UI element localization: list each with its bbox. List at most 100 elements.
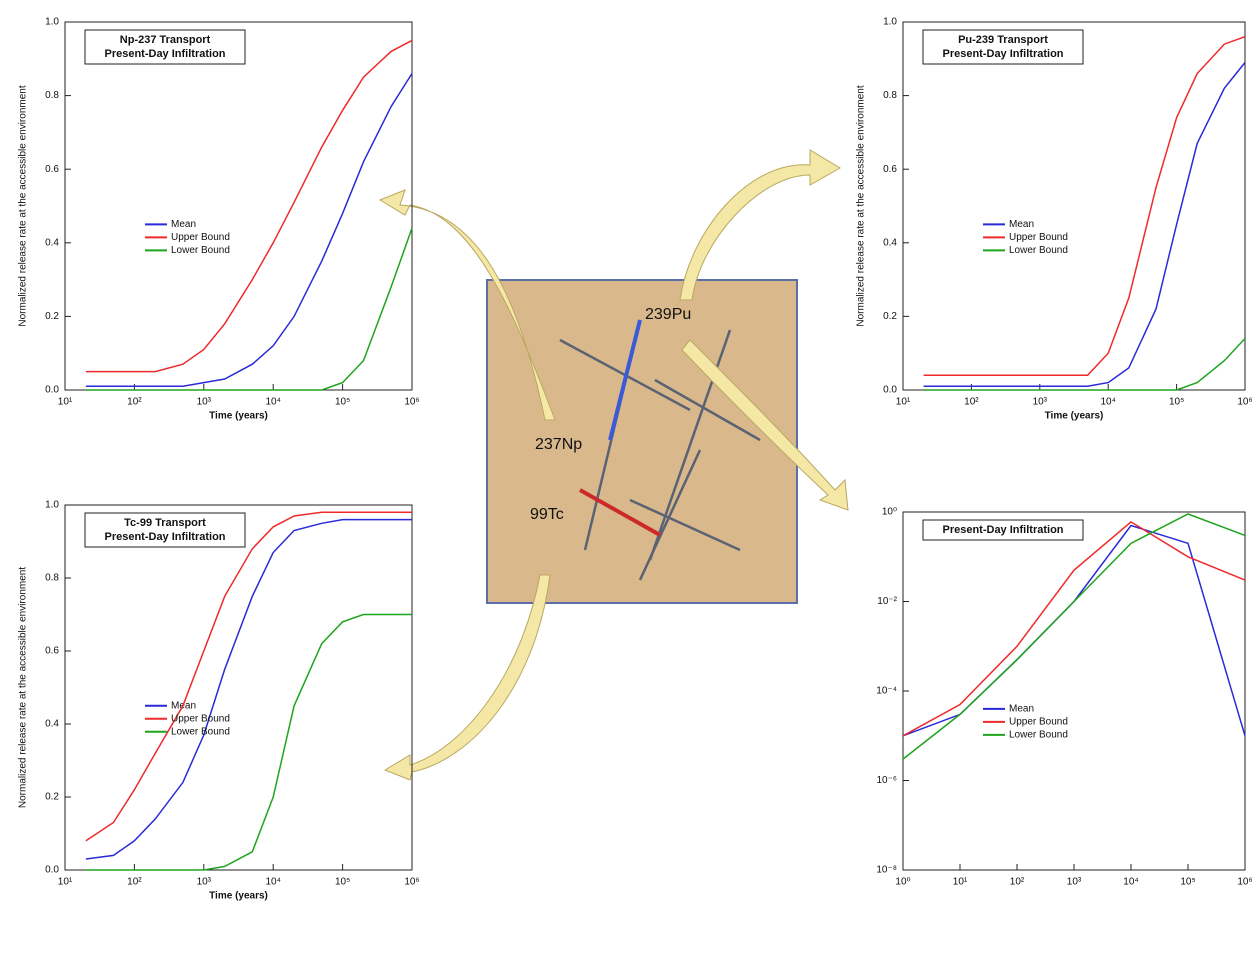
y-axis-label: Normalized release rate at the accessibl… <box>856 85 867 326</box>
legend-label: Mean <box>1009 704 1034 715</box>
title-box <box>84 512 246 548</box>
series-line <box>85 39 413 373</box>
y-tick-label: 10⁻⁴ <box>876 686 897 697</box>
series-line <box>923 35 1246 377</box>
title-box <box>922 29 1084 65</box>
x-tick-label: 10⁶ <box>1237 397 1252 408</box>
x-tick-label: 10¹ <box>58 877 73 888</box>
x-tick-label: 10⁶ <box>404 397 419 408</box>
series-line <box>85 613 412 871</box>
legend-label: Upper Bound <box>1009 232 1068 243</box>
plot-frame <box>64 504 413 871</box>
legend-label: Mean <box>1009 219 1034 230</box>
legend-label: Upper Bound <box>171 232 230 243</box>
arrows <box>378 149 849 781</box>
diagram-label: 237Np <box>535 436 582 453</box>
chart-title: Present-Day Infiltration <box>942 524 1063 536</box>
plot-frame <box>64 21 413 391</box>
x-tick-label: 10³ <box>1033 397 1048 408</box>
series-line <box>85 518 412 860</box>
chart-title: Np-237 Transport <box>120 34 211 46</box>
diagram-label: 239Pu <box>645 306 691 323</box>
x-tick-label: 10⁵ <box>1180 877 1195 888</box>
y-tick-label: 0.2 <box>45 792 59 803</box>
series-line <box>923 62 1246 388</box>
series-line <box>902 520 1246 737</box>
x-tick-label: 10⁵ <box>335 877 350 888</box>
x-tick-label: 10⁶ <box>1237 877 1252 888</box>
y-tick-label: 0.8 <box>883 90 897 101</box>
x-axis-label: Time (years) <box>209 411 268 422</box>
center-diagram: 239Pu 237Np 99Tc <box>486 279 798 604</box>
x-tick-label: 10⁵ <box>335 397 350 408</box>
x-tick-label: 10⁴ <box>265 397 280 408</box>
y-tick-label: 0.4 <box>883 237 897 248</box>
x-axis-label: Time (years) <box>1045 411 1104 422</box>
series-line <box>85 511 412 842</box>
x-tick-label: 10³ <box>1067 877 1082 888</box>
y-tick-label: 0.8 <box>45 90 59 101</box>
y-tick-label: 1.0 <box>45 500 59 511</box>
y-tick-label: 0.6 <box>45 164 59 175</box>
legend-label: Lower Bound <box>171 726 230 737</box>
chart: 0.0 0.2 0.4 0.6 0.8 1.0 10¹ 10² 10³ 10⁴ 10⁵ 10⁶ Time… <box>18 500 420 902</box>
y-tick-label: 0.2 <box>883 311 897 322</box>
series-line <box>902 513 1246 760</box>
y-tick-label: 10⁰ <box>882 507 897 518</box>
y-tick-label: 0.4 <box>45 719 59 730</box>
y-tick-label: 0.6 <box>45 646 59 657</box>
x-axis-label: Time (years) <box>209 891 268 902</box>
x-tick-label: 10² <box>127 877 142 888</box>
x-tick-label: 10² <box>964 397 979 408</box>
chart: 10⁻⁸ 10⁻⁶ 10⁻⁴ 10⁻² 10⁰ 10⁰ 10¹ 10² 10³ 10⁴ 10⁵ 10⁶… <box>876 507 1252 888</box>
y-tick-label: 0.8 <box>45 573 59 584</box>
legend-label: Upper Bound <box>1009 717 1068 728</box>
tc-drift <box>579 488 661 537</box>
y-tick-label: 10⁻⁸ <box>876 865 897 876</box>
x-tick-label: 10² <box>127 397 142 408</box>
np-drift <box>608 319 642 441</box>
y-tick-label: 0.6 <box>883 164 897 175</box>
legend-label: Lower Bound <box>171 245 230 256</box>
y-tick-label: 1.0 <box>45 17 59 28</box>
y-axis-label: Normalized release rate at the accessibl… <box>18 85 29 326</box>
legend-label: Upper Bound <box>171 713 230 724</box>
title-box <box>84 29 246 65</box>
series-line <box>85 227 413 391</box>
plot-frame <box>902 21 1246 391</box>
y-tick-label: 1.0 <box>883 17 897 28</box>
chart-subtitle: Present-Day Infiltration <box>942 48 1063 60</box>
x-tick-label: 10² <box>1010 877 1025 888</box>
x-tick-label: 10¹ <box>953 877 968 888</box>
diagram-label: 99Tc <box>530 506 564 523</box>
title-box <box>922 519 1084 541</box>
series-line <box>902 524 1246 737</box>
y-tick-label: 0.0 <box>45 865 59 876</box>
series-line <box>85 73 413 388</box>
x-tick-label: 10¹ <box>896 397 911 408</box>
legend-label: Lower Bound <box>1009 245 1068 256</box>
x-tick-label: 10⁰ <box>895 877 910 888</box>
x-tick-label: 10¹ <box>58 397 73 408</box>
x-tick-label: 10⁵ <box>1169 397 1184 408</box>
y-tick-label: 0.2 <box>45 311 59 322</box>
legend-label: Lower Bound <box>1009 730 1068 741</box>
series-line <box>923 337 1246 391</box>
x-tick-label: 10³ <box>197 397 212 408</box>
chart: 0.0 0.2 0.4 0.6 0.8 1.0 10¹ 10² 10³ 10⁴ 10⁵ 10⁶ Time… <box>856 17 1253 422</box>
chart: 0.0 0.2 0.4 0.6 0.8 1.0 10¹ 10² 10³ 10⁴ 10⁵ 10⁶ Time… <box>18 17 420 422</box>
chart-subtitle: Present-Day Infiltration <box>104 48 225 60</box>
diagram-panel <box>486 279 798 604</box>
chart-title: Pu-239 Transport <box>958 34 1048 46</box>
y-tick-label: 0.0 <box>883 385 897 396</box>
x-tick-label: 10⁴ <box>1123 877 1138 888</box>
y-tick-label: 0.0 <box>45 385 59 396</box>
y-axis-label: Normalized release rate at the accessibl… <box>18 567 29 808</box>
x-tick-label: 10⁴ <box>1100 397 1115 408</box>
legend-label: Mean <box>171 219 196 230</box>
x-tick-label: 10⁶ <box>404 877 419 888</box>
chart-subtitle: Present-Day Infiltration <box>104 531 225 543</box>
chart-title: Tc-99 Transport <box>124 517 206 529</box>
x-tick-label: 10³ <box>197 877 212 888</box>
